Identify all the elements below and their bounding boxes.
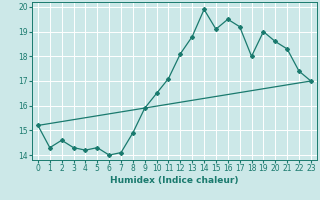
X-axis label: Humidex (Indice chaleur): Humidex (Indice chaleur) <box>110 176 239 185</box>
